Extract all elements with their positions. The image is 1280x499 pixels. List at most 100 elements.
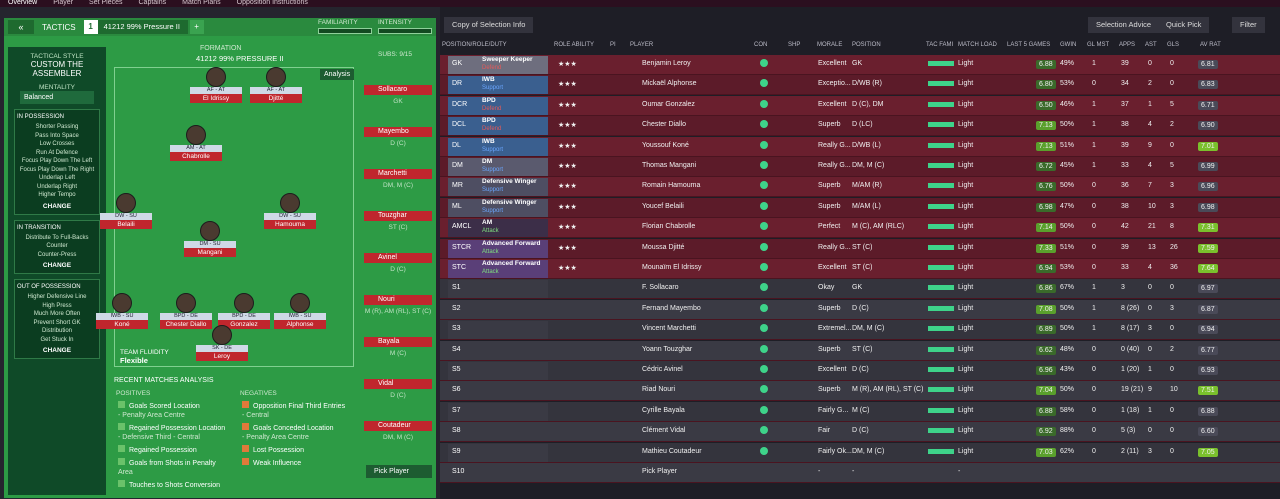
table-row[interactable]: S1 F. Sollacaro Okay GK Light 67% 1 3 0 0 6.86 6.97 <box>440 279 1280 300</box>
add-tactic-button[interactable]: + <box>189 20 204 34</box>
sub-slot[interactable]: Bayala M (C) <box>364 337 432 357</box>
column-header[interactable]: GWIN <box>1060 42 1077 48</box>
cell-player[interactable]: Mickaël Alphonse <box>642 80 697 88</box>
table-row[interactable]: S5 Cédric Avinel Excellent D (C) Light 43% 0 1 … <box>440 361 1280 381</box>
table-row[interactable]: ★★★ DM DM Support Thomas Mangani Really G... D… <box>440 157 1280 177</box>
nav-tab-5[interactable]: Opposition Instructions <box>236 0 308 6</box>
sub-slot[interactable]: Coutadeur DM, M (C) <box>364 421 432 441</box>
nav-tab-2[interactable]: Set Pieces <box>89 0 123 6</box>
player-name[interactable]: Mangani <box>184 248 236 257</box>
table-row[interactable]: S6 Riad Nouri Superb M (R), AM (RL), ST (C)… <box>440 381 1280 402</box>
pitch-player[interactable]: DM - SU Mangani <box>184 221 236 257</box>
pitch-player[interactable]: DW - SU Belaili <box>100 193 152 229</box>
sub-slot[interactable]: Mayembo D (C) <box>364 127 432 147</box>
cell-player[interactable]: F. Sollacaro <box>642 284 679 292</box>
sub-slot[interactable]: Sollacaro GK <box>364 85 432 105</box>
role-cell[interactable]: S9 <box>448 443 548 462</box>
cell-player[interactable]: Fernand Mayembo <box>642 304 701 312</box>
sub-name[interactable]: Touzghar <box>364 211 432 221</box>
copy-selection-button[interactable]: Copy of Selection Info <box>444 17 534 33</box>
player-name[interactable]: Djitté <box>250 94 302 103</box>
pitch-player[interactable]: AF - AT Djitté <box>250 67 302 103</box>
pitch-player[interactable]: DW - SU Hamouma <box>264 193 316 229</box>
nav-tab-3[interactable]: Captains <box>138 0 167 6</box>
cell-player[interactable]: Vincent Marchetti <box>642 325 696 333</box>
column-header[interactable]: AV RAT <box>1200 42 1221 48</box>
role-cell[interactable]: S3 <box>448 321 548 340</box>
sub-slot[interactable]: Nouri M (R), AM (RL), ST (C) <box>364 295 432 315</box>
tactical-style-name[interactable]: CUSTOM THE ASSEMBLER <box>30 60 84 78</box>
table-row[interactable]: S4 Yoann Touzghar Superb ST (C) Light 48% 0 0 (… <box>440 340 1280 361</box>
selection-advice-button[interactable]: Selection Advice <box>1088 17 1160 33</box>
tactic-slot[interactable]: 1 <box>83 20 98 34</box>
cell-player[interactable]: Youcef Belaili <box>642 202 684 210</box>
pitch-player[interactable]: AF - AT El Idrissy <box>190 67 242 103</box>
tactic-name[interactable]: 41212 99% Pressure II <box>97 20 188 34</box>
pitch-player[interactable]: AM - AT Chabrolle <box>170 125 222 161</box>
column-header[interactable]: TAC FAMI <box>926 42 954 48</box>
pitch-player[interactable]: IWB - SU Koné <box>96 293 148 329</box>
table-row[interactable]: ★★★ DR IWB Support Mickaël Alphonse Exceptio.… <box>440 75 1280 96</box>
sub-name[interactable]: Marchetti <box>364 169 432 179</box>
sub-name[interactable]: Nouri <box>364 295 432 305</box>
column-header[interactable]: CON <box>754 42 768 48</box>
player-name[interactable]: El Idrissy <box>190 94 242 103</box>
player-name[interactable]: Chester Diallo <box>160 320 212 329</box>
role-cell[interactable]: STCR Advanced Forward Attack <box>448 239 548 258</box>
table-row[interactable]: ★★★ STC Advanced Forward Attack Mounaïm El I… <box>440 259 1280 279</box>
cell-player[interactable]: Clément Vidal <box>642 427 686 435</box>
cell-player[interactable]: Oumar Gonzalez <box>642 100 695 108</box>
table-row[interactable]: ★★★ DL IWB Support Youssouf Koné Really G... D… <box>440 136 1280 157</box>
pitch-player[interactable]: BPD - DE Gonzalez <box>218 293 270 329</box>
column-header[interactable]: MATCH LOAD <box>958 42 997 48</box>
analysis-button[interactable]: Analysis <box>320 69 355 80</box>
cell-player[interactable]: Riad Nouri <box>642 386 676 394</box>
change-in-possession-button[interactable]: CHANGE <box>42 202 72 210</box>
cell-player[interactable]: Youssouf Koné <box>642 141 689 149</box>
role-cell[interactable]: S8 <box>448 423 548 442</box>
table-row[interactable]: S2 Fernand Mayembo Superb D (C) Light 50% 1 8 (… <box>440 299 1280 320</box>
nav-tab-4[interactable]: Match Plans <box>182 0 221 6</box>
role-cell[interactable]: AMCL AM Attack <box>448 219 548 238</box>
role-cell[interactable]: S7 <box>448 402 548 421</box>
back-icon[interactable]: « <box>8 20 34 34</box>
role-cell[interactable]: S6 <box>448 382 548 401</box>
column-header[interactable]: POSITION <box>852 42 881 48</box>
sub-name[interactable]: Vidal <box>364 379 432 389</box>
role-cell[interactable]: GK Sweeper Keeper Defend <box>448 56 548 74</box>
sub-slot[interactable]: Vidal D (C) <box>364 379 432 399</box>
sub-name[interactable]: Bayala <box>364 337 432 347</box>
sub-name[interactable]: Avinel <box>364 253 432 263</box>
cell-player[interactable]: Chester Diallo <box>642 121 686 129</box>
cell-player[interactable]: Florian Chabrolle <box>642 223 696 231</box>
role-cell[interactable]: DR IWB Support <box>448 76 548 95</box>
table-row[interactable]: ★★★ GK Sweeper Keeper Defend Benjamin Leroy E… <box>440 55 1280 75</box>
role-cell[interactable]: S2 <box>448 300 548 319</box>
filter-button[interactable]: Filter <box>1232 17 1265 33</box>
cell-player[interactable]: Pick Player <box>642 468 678 475</box>
sub-slot[interactable]: Avinel D (C) <box>364 253 432 273</box>
player-name[interactable]: Leroy <box>196 352 248 361</box>
role-cell[interactable]: S4 <box>448 341 548 360</box>
player-name[interactable]: Gonzalez <box>218 320 270 329</box>
role-cell[interactable]: DCR BPD Defend <box>448 96 548 115</box>
table-row[interactable]: S8 Clément Vidal Fair D (C) Light 88% 0 5 (3) 0 0… <box>440 422 1280 443</box>
column-header[interactable]: GL MST <box>1087 42 1110 48</box>
cell-player[interactable]: Moussa Djitté <box>642 243 685 251</box>
column-header[interactable]: ROLE ABILITY <box>554 42 595 48</box>
player-name[interactable]: Koné <box>96 320 148 329</box>
nav-tab-0[interactable]: Overview <box>8 0 38 6</box>
role-cell[interactable]: STC Advanced Forward Attack <box>448 260 548 278</box>
sub-slot[interactable]: Marchetti DM, M (C) <box>364 169 432 189</box>
table-row[interactable]: ★★★ STCR Advanced Forward Attack Moussa Djit… <box>440 238 1280 259</box>
table-row[interactable]: S3 Vincent Marchetti Extremel... DM, M (C) L… <box>440 320 1280 341</box>
change-in-transition-button[interactable]: CHANGE <box>42 262 72 269</box>
sub-name[interactable]: Mayembo <box>364 127 432 137</box>
sub-name[interactable]: Coutadeur <box>364 421 432 431</box>
role-cell[interactable]: DM DM Support <box>448 158 548 176</box>
column-header[interactable]: SHP <box>788 42 801 48</box>
player-name[interactable]: Belaili <box>100 220 152 229</box>
column-header[interactable]: PI <box>610 42 616 48</box>
player-name[interactable]: Alphonse <box>274 320 326 329</box>
tactics-tab[interactable]: TACTICS <box>42 22 76 32</box>
